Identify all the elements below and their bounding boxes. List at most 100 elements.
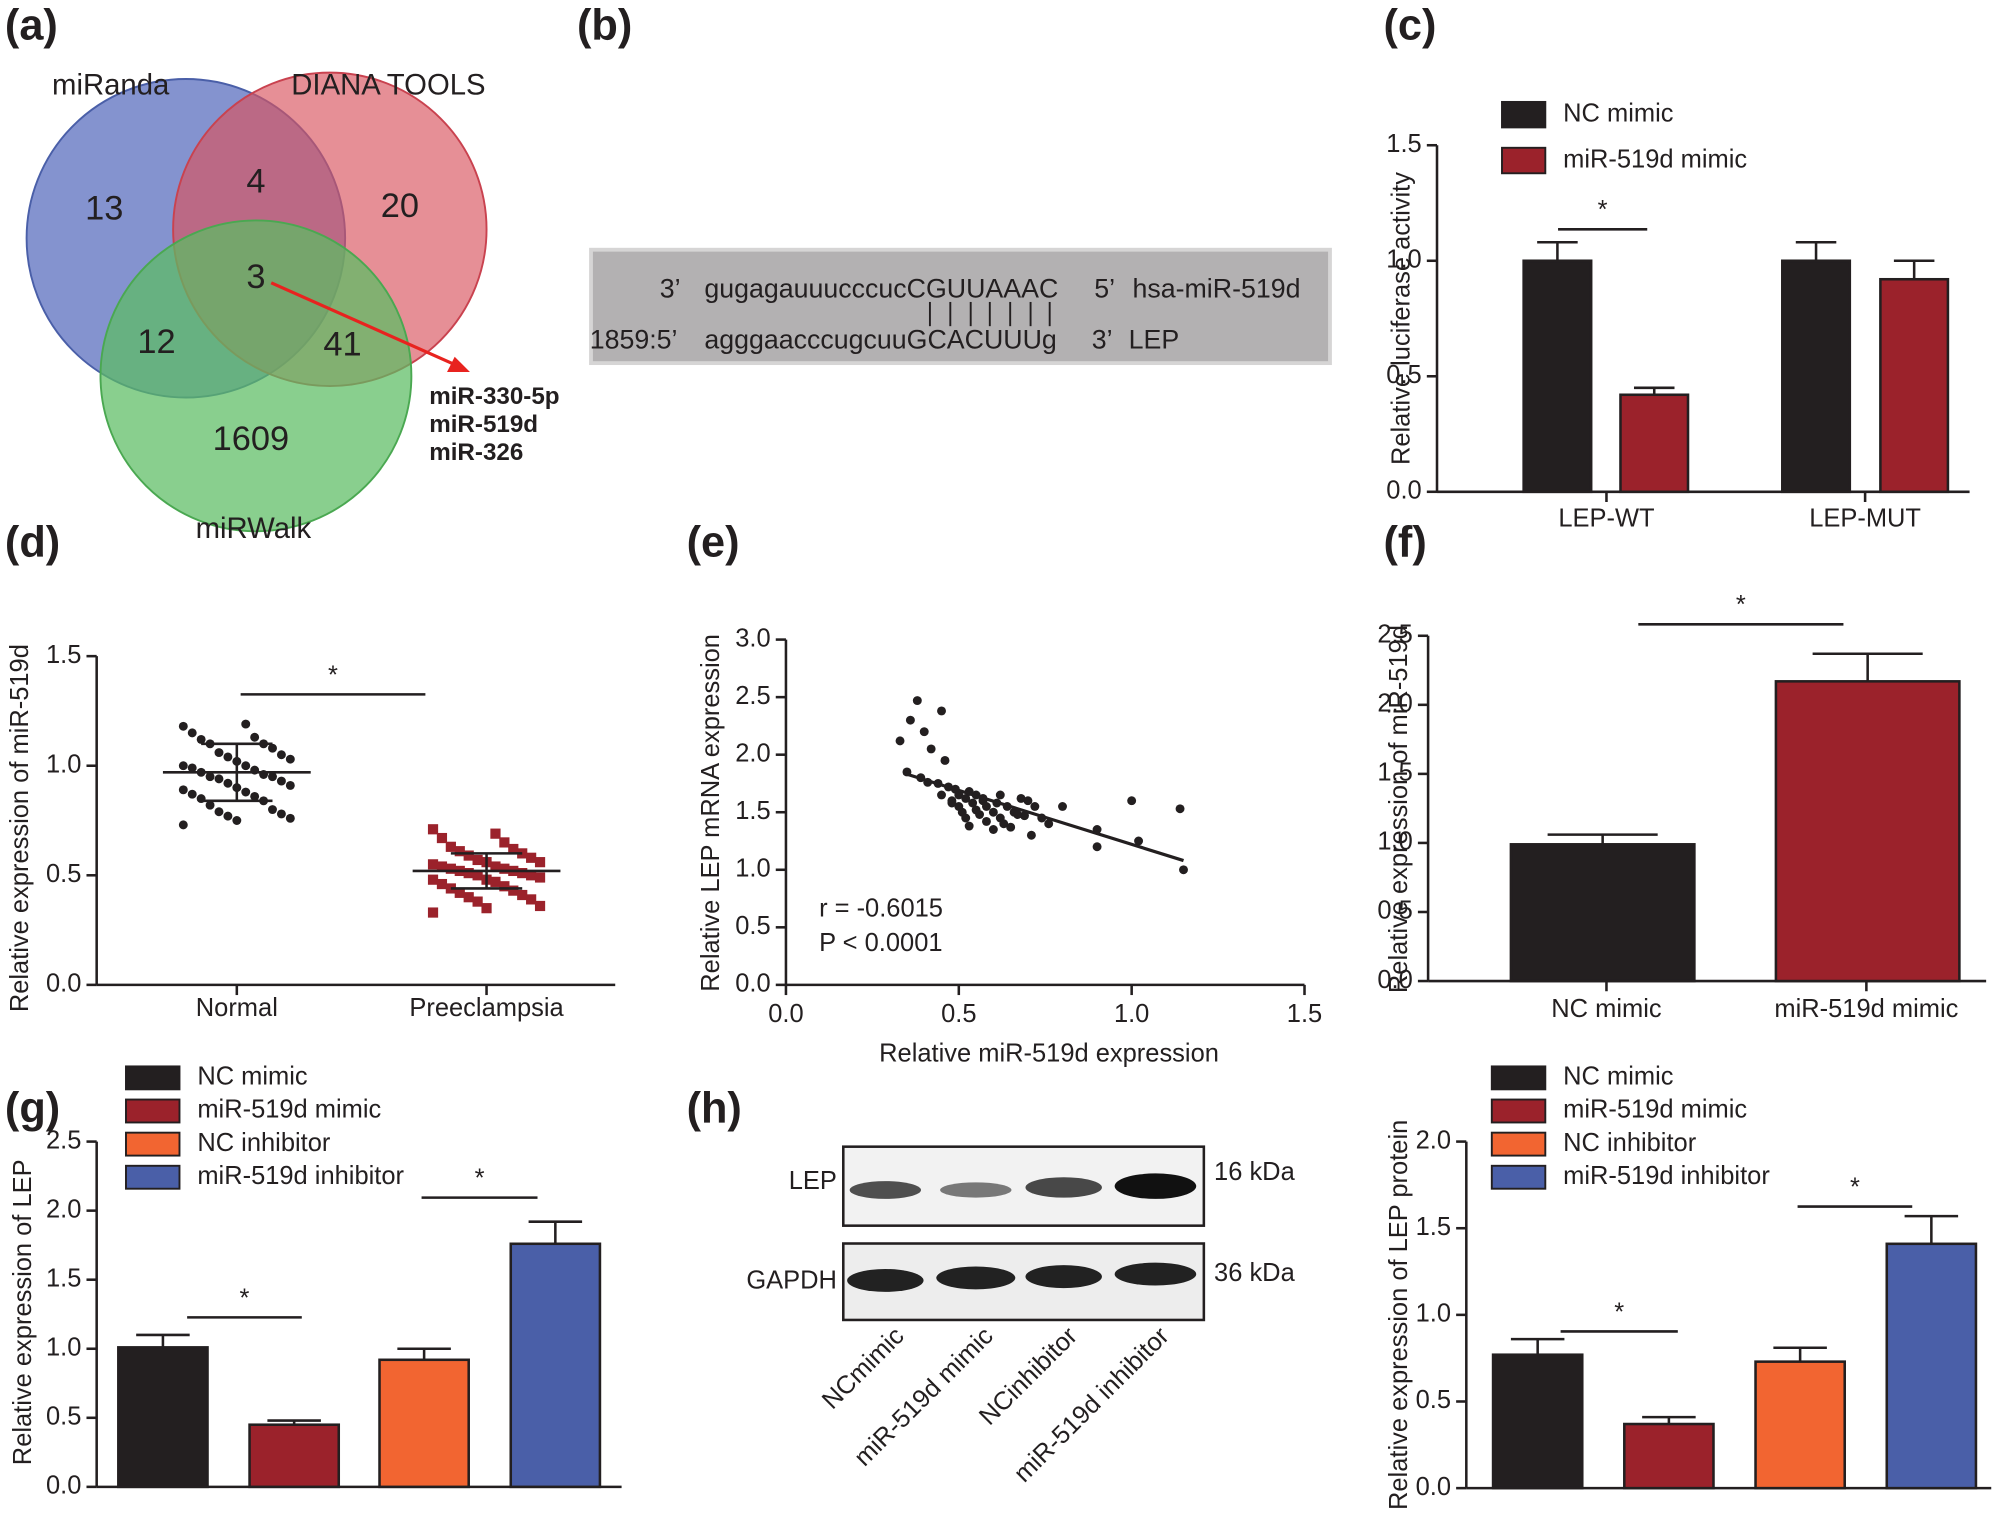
dot xyxy=(223,752,233,762)
shared-mirna: miR-330-5p xyxy=(429,383,559,410)
lane-label: miR-519d inhibitor xyxy=(1009,1322,1175,1488)
y-axis-label: Relative luciferase activity xyxy=(1387,172,1415,465)
dot xyxy=(526,852,537,863)
lane-label: NCmimic xyxy=(817,1322,910,1415)
dot xyxy=(454,887,465,898)
point xyxy=(940,755,950,765)
y-tick-label: 0.0 xyxy=(1416,1473,1451,1501)
dot xyxy=(445,863,456,874)
legend-label: NC inhibitor xyxy=(197,1129,331,1157)
panel-label: (f) xyxy=(1384,519,1427,567)
y-tick-label: 1.5 xyxy=(1386,130,1421,158)
legend-label: NC mimic xyxy=(197,1063,308,1091)
blot-size: 36 kDa xyxy=(1214,1259,1296,1287)
x-tick-label: Normal xyxy=(196,994,278,1022)
point xyxy=(964,821,974,831)
point xyxy=(1044,819,1054,829)
y-tick-label: 0.5 xyxy=(1377,897,1412,925)
y-tick-label: 0.5 xyxy=(735,912,770,940)
sequence: 3’ gugagauuucccucCGUUAAAC 5’ hsa-miR-519… xyxy=(589,247,1332,366)
dot xyxy=(187,763,197,773)
dot xyxy=(427,859,439,870)
x-tick-label: LEP-MUT xyxy=(1809,505,1921,533)
band xyxy=(849,1181,922,1199)
seq-text: gugagauuucccucCGUUAAAC xyxy=(704,274,1058,304)
y-tick-label: 1.0 xyxy=(735,855,770,883)
band xyxy=(1025,1177,1102,1198)
panel-label: (d) xyxy=(5,519,60,567)
y-tick-label: 1.5 xyxy=(46,1264,81,1292)
point xyxy=(947,798,957,808)
dot xyxy=(276,809,286,819)
bar xyxy=(1781,259,1852,494)
dot xyxy=(463,892,474,903)
dot xyxy=(436,861,448,872)
bar xyxy=(1754,1360,1846,1490)
legend-swatch xyxy=(1501,146,1547,175)
dot xyxy=(508,843,519,855)
dot xyxy=(232,816,242,825)
dot xyxy=(427,824,439,835)
dot xyxy=(481,903,492,914)
venn-count: 3 xyxy=(246,258,265,296)
seq-text: 3’ xyxy=(1092,325,1113,355)
dot xyxy=(250,791,260,801)
bar xyxy=(1522,259,1593,494)
dot xyxy=(499,881,510,892)
dot xyxy=(268,772,277,782)
dot xyxy=(472,896,483,907)
fit-line xyxy=(903,771,1184,863)
band xyxy=(940,1182,1012,1198)
panel-label: (e) xyxy=(687,519,740,567)
panel-label: (b) xyxy=(577,1,632,49)
legend-swatch xyxy=(125,1098,181,1124)
y-tick-label: 1.0 xyxy=(1416,1300,1451,1328)
panel-label: (a) xyxy=(5,1,58,49)
point xyxy=(982,802,991,811)
dot xyxy=(268,805,277,815)
legend-label: miR-519d mimic xyxy=(197,1096,381,1124)
y-tick-label: 2.0 xyxy=(1416,1126,1451,1154)
dot xyxy=(285,780,295,790)
dot xyxy=(427,907,439,918)
bar xyxy=(1509,843,1696,983)
bar xyxy=(1491,1353,1584,1490)
dot xyxy=(178,820,188,830)
point xyxy=(988,807,998,817)
band xyxy=(1114,1173,1197,1199)
legend-label: NC mimic xyxy=(1563,1063,1674,1091)
y-tick-label: 1.0 xyxy=(1377,828,1412,856)
legend-label: miR-519d mimic xyxy=(1563,1096,1747,1124)
y-tick-label: 2.0 xyxy=(735,739,770,767)
point xyxy=(988,825,998,834)
legend-swatch xyxy=(125,1131,181,1157)
y-axis-label: Relative expression of miR-519d xyxy=(6,644,34,1012)
arrow xyxy=(270,281,458,368)
venn-count: 4 xyxy=(246,163,265,201)
point xyxy=(1058,802,1067,811)
x-tick-label: 1.0 xyxy=(1114,1000,1149,1028)
dot xyxy=(490,876,501,887)
bar xyxy=(1879,277,1950,494)
seq-text: 5’ xyxy=(1094,274,1115,304)
point xyxy=(1023,796,1033,806)
y-tick-label: 2.0 xyxy=(46,1195,81,1223)
dot xyxy=(490,861,501,872)
y-tick-label: 1.0 xyxy=(46,750,81,778)
point xyxy=(982,816,991,826)
bar xyxy=(509,1242,602,1489)
point xyxy=(999,819,1009,829)
seq-text: LEP xyxy=(1129,325,1180,355)
y-tick-label: 3.0 xyxy=(735,624,770,652)
x-axis-label: Relative miR-519d expression xyxy=(879,1040,1219,1068)
y-tick-label: 0.0 xyxy=(735,970,770,998)
venn-circle xyxy=(99,219,413,533)
point xyxy=(919,727,929,737)
dot xyxy=(223,811,233,821)
point xyxy=(975,810,985,819)
bar xyxy=(1619,393,1690,494)
dot xyxy=(241,761,251,771)
point xyxy=(1026,830,1036,840)
venn-label: DIANA TOOLS xyxy=(291,68,485,101)
x-tick-label: miR-519d mimic xyxy=(1774,995,1958,1023)
